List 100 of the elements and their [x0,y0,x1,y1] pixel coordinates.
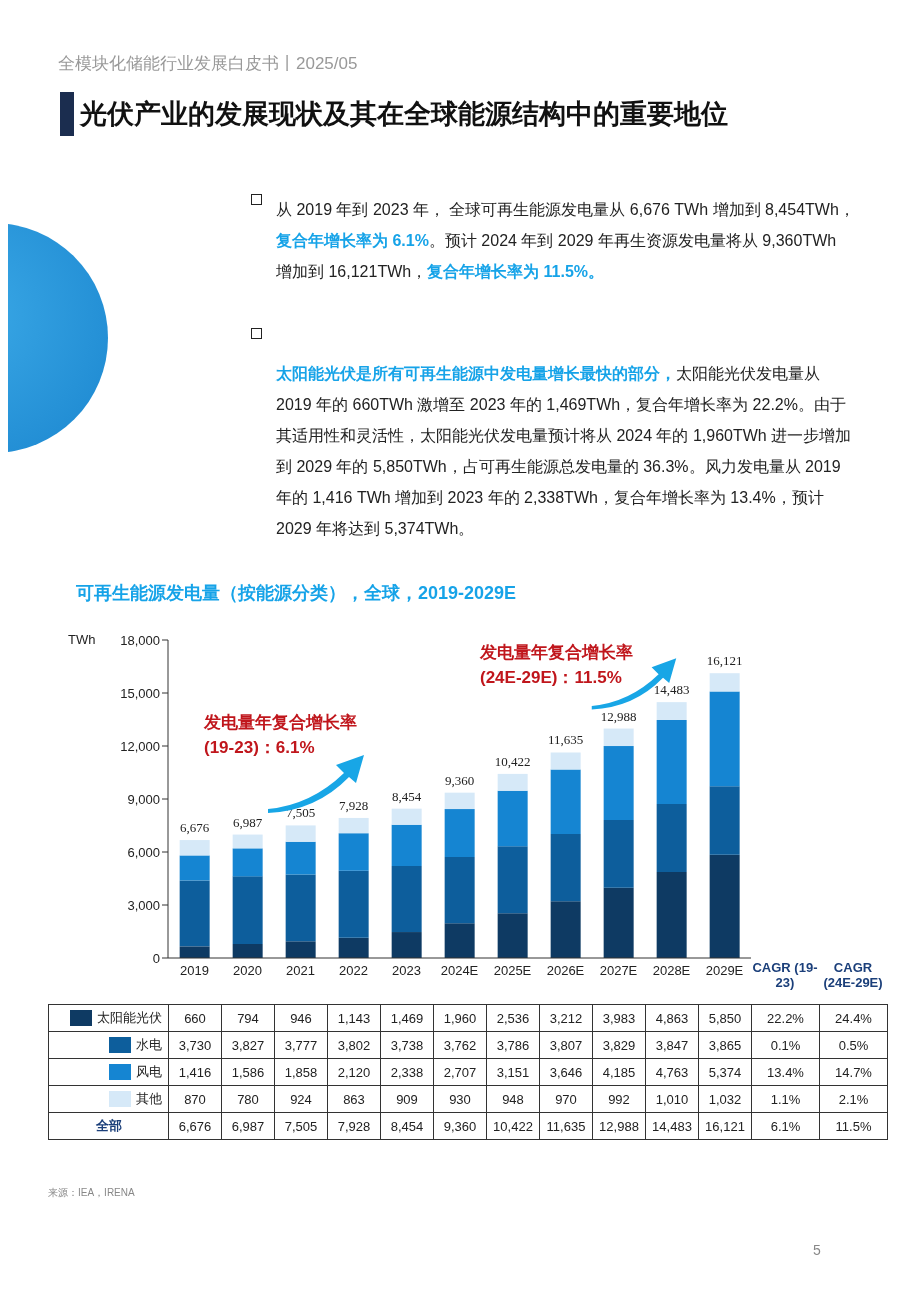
data-label: 3,777 [274,1031,328,1059]
bar [179,880,210,947]
total-label: 16,121 [706,653,743,669]
text: 10,422 [493,1118,533,1134]
bar [391,808,422,825]
data-label: 3,829 [592,1031,646,1059]
bar [709,786,740,855]
data-label: 3,730 [168,1031,222,1059]
data-label: 1,960 [433,1004,487,1032]
total-label: 10,422 [494,753,531,769]
y-tick-label: 0 [152,950,160,966]
legend-label: 水电 [136,1036,162,1054]
data-label: 1,416 [168,1058,222,1086]
text: 13.4% [751,1058,820,1086]
bar [550,752,581,770]
bar [656,804,687,873]
text: 8,454 [390,1118,424,1134]
bar [285,841,316,875]
bar [232,876,263,944]
bar [444,923,475,958]
total-label: 14,483 [653,682,690,698]
text: 0.5% [819,1031,888,1059]
data-label: 970 [539,1085,593,1113]
bar [179,855,210,881]
data-label: 3,738 [380,1031,434,1059]
data-label: 3,865 [698,1031,752,1059]
x-tick-label: 2023 [392,963,421,979]
data-label: 3,983 [592,1004,646,1032]
x-tick-label: 2028E [652,963,691,979]
x-tick-label: 2027E [599,963,638,979]
x-tick-label: 2026E [546,963,585,979]
data-label: 3,786 [486,1031,540,1059]
text: 1.1% [751,1085,820,1113]
data-label: 1,143 [327,1004,381,1032]
data-label: 3,646 [539,1058,593,1086]
data-label: 870 [168,1085,222,1113]
bar [603,728,634,747]
chart-title: 光伏产业的发展现状及其在全球能源结构中的重要地位 [80,98,729,131]
y-tick-label: 6,000 [127,844,160,860]
text: 11.5% [819,1112,888,1140]
total-label: 8,454 [392,788,422,804]
data-label: 3,762 [433,1031,487,1059]
y-tick-label: 15,000 [120,685,160,701]
text: 11,635 [546,1118,586,1134]
data-label: 660 [168,1004,222,1032]
data-label: 794 [221,1004,275,1032]
bar [603,819,634,888]
data-label: 3,151 [486,1058,540,1086]
total-label: 7,928 [339,797,369,813]
data-label: 3,847 [645,1031,699,1059]
x-tick-label: 2025E [493,963,532,979]
bar [497,790,528,847]
text: 太阳能光伏是所有可再生能源中发电量增长最快的部分， [276,365,676,382]
data-label: 3,827 [221,1031,275,1059]
total-label: 11,635 [548,732,584,748]
bar [497,846,528,914]
x-tick-label: 2024E [440,963,479,979]
y-tick-label: 18,000 [120,632,160,648]
text: 复合年增长率为 11.5%。 [427,263,605,280]
text: 24.4% [819,1004,888,1032]
total-label: 9,360 [445,772,475,788]
bar [179,946,210,958]
legend-label: 太阳能光伏 [97,1009,162,1027]
text: 22.2% [751,1004,820,1032]
text: CAGR (19-23) [751,960,819,990]
bar [232,834,263,849]
data-label: 1,586 [221,1058,275,1086]
y-tick-label: 9,000 [127,791,160,807]
y-tick-label: 3,000 [127,897,160,913]
data-label: 3,802 [327,1031,381,1059]
text: 从 2019 年到 2023 年， 全球可再生能源发电量从 6,676 TWh 增加到 8,454TWh， [276,201,855,218]
text: 复合年增长率为 6.1% [276,232,429,249]
y-tick-label: 12,000 [120,738,160,754]
data-label: 946 [274,1004,328,1032]
data-label: 5,374 [698,1058,752,1086]
bar [603,887,634,958]
bar [656,719,687,805]
x-tick-label: 2019 [180,963,209,979]
bar [444,792,475,810]
bar [444,809,475,857]
bar [497,913,528,958]
bar [338,817,369,834]
data-label: 992 [592,1085,646,1113]
bar [179,840,210,856]
bar [338,937,369,958]
chart-subtitle: 可再生能源发电量（按能源分类），全球，2019-2029E [76,582,518,604]
bar [550,769,581,834]
data-label: 924 [274,1085,328,1113]
total-label: 6,676 [180,820,210,836]
bar [285,941,316,958]
text: 6,987 [231,1118,265,1134]
bar [338,833,369,871]
bar [232,848,263,877]
text: 9,360 [443,1118,477,1134]
bar [709,673,740,692]
bar [285,874,316,942]
text: 14,483 [652,1118,692,1134]
text: CAGR (24E-29E) [822,960,884,990]
bar [550,834,581,902]
bar [338,870,369,938]
